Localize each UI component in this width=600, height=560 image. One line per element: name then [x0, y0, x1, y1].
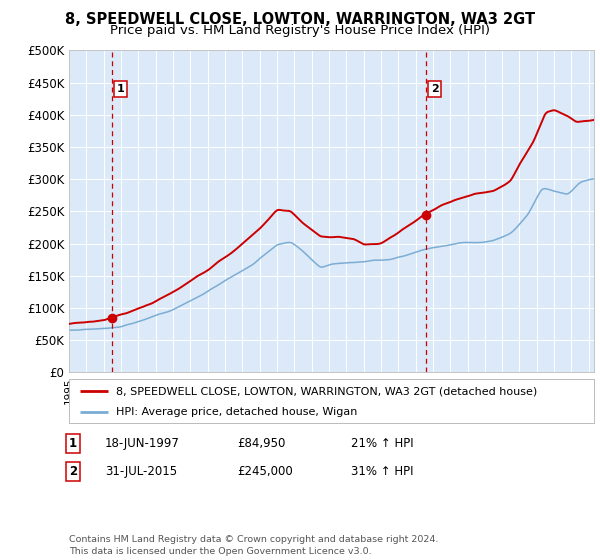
Text: Contains HM Land Registry data © Crown copyright and database right 2024.
This d: Contains HM Land Registry data © Crown c…	[69, 535, 439, 556]
Text: £245,000: £245,000	[237, 465, 293, 478]
Text: 31-JUL-2015: 31-JUL-2015	[105, 465, 177, 478]
Text: 21% ↑ HPI: 21% ↑ HPI	[351, 437, 413, 450]
Text: 8, SPEEDWELL CLOSE, LOWTON, WARRINGTON, WA3 2GT: 8, SPEEDWELL CLOSE, LOWTON, WARRINGTON, …	[65, 12, 535, 27]
Text: Price paid vs. HM Land Registry's House Price Index (HPI): Price paid vs. HM Land Registry's House …	[110, 24, 490, 36]
Text: 31% ↑ HPI: 31% ↑ HPI	[351, 465, 413, 478]
Text: £84,950: £84,950	[237, 437, 286, 450]
Text: 2: 2	[431, 84, 439, 94]
Text: 8, SPEEDWELL CLOSE, LOWTON, WARRINGTON, WA3 2GT (detached house): 8, SPEEDWELL CLOSE, LOWTON, WARRINGTON, …	[116, 386, 538, 396]
Text: 1: 1	[69, 437, 77, 450]
Text: 18-JUN-1997: 18-JUN-1997	[105, 437, 180, 450]
Text: HPI: Average price, detached house, Wigan: HPI: Average price, detached house, Wiga…	[116, 407, 358, 417]
Text: 2: 2	[69, 465, 77, 478]
Text: 1: 1	[117, 84, 125, 94]
